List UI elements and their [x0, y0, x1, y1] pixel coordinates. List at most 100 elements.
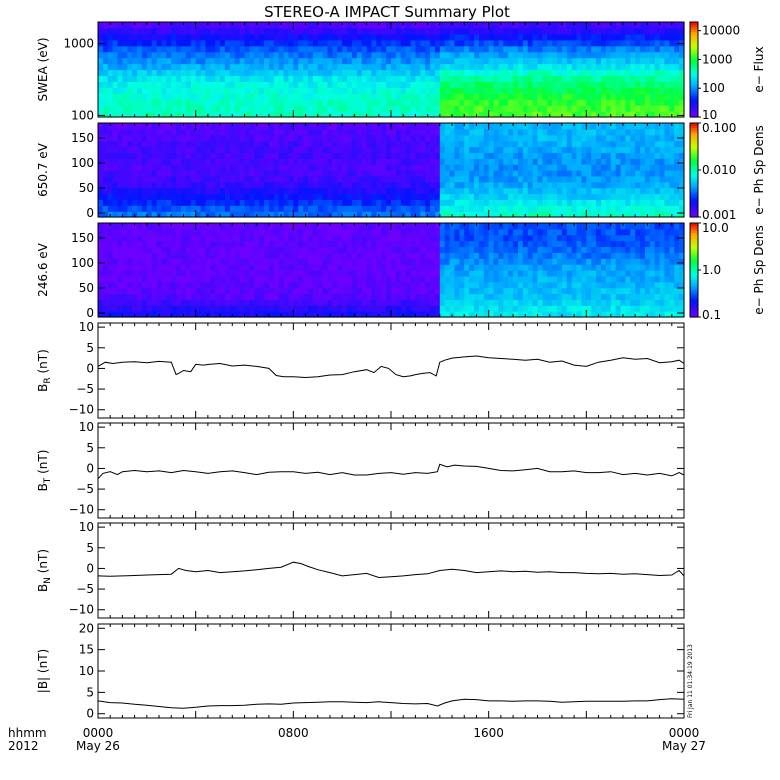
heatmap-cell	[229, 158, 236, 165]
heatmap-cell	[190, 87, 197, 94]
heatmap-cell	[327, 199, 333, 206]
heatmap-cell	[117, 264, 124, 271]
heatmap-cell	[239, 164, 246, 171]
heatmap-cell	[386, 63, 392, 71]
heatmap-cell	[244, 45, 250, 53]
colorbar-segment	[690, 198, 698, 202]
heatmap-cell	[649, 69, 656, 77]
heatmap-cell	[493, 205, 500, 212]
heatmap-cell	[376, 146, 382, 153]
heatmap-cell	[181, 264, 187, 271]
heatmap-cell	[596, 164, 602, 171]
heatmap-cell	[371, 146, 377, 153]
heatmap-cell	[454, 22, 460, 29]
heatmap-cell	[439, 199, 446, 206]
heatmap-cell	[137, 287, 143, 295]
heatmap-cell	[303, 51, 309, 59]
heatmap-cell	[122, 45, 128, 53]
heatmap-cell	[327, 99, 333, 106]
heatmap-cell	[430, 81, 436, 88]
heatmap-cell	[273, 140, 280, 148]
heatmap-cell	[434, 187, 441, 195]
heatmap-cell	[259, 287, 265, 295]
heatmap-cell	[132, 258, 138, 265]
heatmap-cell	[576, 164, 583, 171]
heatmap-cell	[625, 140, 631, 148]
heatmap-cell	[210, 123, 216, 130]
heatmap-cell	[386, 39, 392, 47]
heatmap-cell	[156, 45, 163, 53]
heatmap-cell	[171, 69, 177, 77]
heatmap-cell	[640, 152, 646, 159]
heatmap-cell	[205, 287, 211, 295]
heatmap-cell	[195, 246, 202, 253]
heatmap-cell	[229, 193, 236, 200]
heatmap-cell	[200, 22, 207, 29]
heatmap-cell	[356, 170, 363, 177]
heatmap-cell	[259, 205, 265, 212]
heatmap-cell	[215, 305, 221, 312]
heatmap-cell	[244, 39, 250, 47]
heatmap-cell	[552, 211, 558, 218]
heatmap-cell	[268, 270, 275, 277]
heatmap-cell	[224, 164, 231, 171]
heatmap-cell	[474, 134, 480, 142]
heatmap-cell	[332, 164, 338, 171]
heatmap-cell	[434, 51, 441, 59]
heatmap-cell	[566, 63, 573, 71]
heatmap-cell	[508, 81, 514, 88]
heatmap-cell	[640, 33, 646, 41]
heatmap-cell	[185, 87, 192, 94]
heatmap-cell	[215, 75, 221, 82]
heatmap-cell	[303, 99, 309, 106]
heatmap-cell	[532, 205, 539, 212]
heatmap-cell	[249, 311, 255, 318]
heatmap-cell	[98, 275, 104, 283]
heatmap-cell	[674, 45, 680, 53]
heatmap-cell	[327, 152, 333, 159]
heatmap-cell	[229, 258, 236, 265]
colorbar-tick-label: 0.001	[702, 208, 736, 222]
heatmap-cell	[176, 140, 182, 148]
heatmap-cell	[244, 170, 250, 177]
heatmap-cell	[239, 240, 246, 248]
heatmap-cell	[532, 128, 539, 136]
heatmap-cell	[351, 152, 358, 159]
heatmap-cell	[215, 193, 221, 200]
heatmap-cell	[239, 246, 246, 253]
heatmap-cell	[205, 270, 211, 277]
heatmap-cell	[185, 234, 192, 242]
heatmap-cell	[171, 187, 177, 195]
heatmap-cell	[347, 123, 353, 130]
heatmap-cell	[210, 193, 216, 200]
heatmap-cell	[503, 87, 509, 94]
heatmap-cell	[664, 39, 670, 47]
heatmap-cell	[410, 158, 417, 165]
heatmap-cell	[478, 205, 485, 212]
heatmap-cell	[102, 299, 109, 306]
heatmap-cell	[181, 128, 187, 136]
heatmap-pad246	[98, 223, 685, 318]
heatmap-cell	[381, 45, 387, 53]
heatmap-cell	[415, 39, 421, 47]
heatmap-cell	[161, 146, 167, 153]
heatmap-cell	[449, 152, 456, 159]
colorbar-segment	[690, 179, 698, 183]
heatmap-cell	[283, 223, 290, 230]
heatmap-cell	[395, 123, 402, 130]
heatmap-cell	[224, 63, 231, 71]
heatmap-cell	[195, 51, 202, 59]
heatmap-cell	[107, 287, 114, 295]
heatmap-cell	[542, 146, 548, 153]
heatmap-cell	[195, 87, 202, 94]
heatmap-cell	[522, 27, 529, 35]
heatmap-cell	[127, 234, 133, 242]
heatmap-cell	[249, 240, 255, 248]
heatmap-cell	[459, 69, 465, 77]
heatmap-cell	[181, 228, 187, 236]
heatmap-cell	[439, 181, 446, 189]
heatmap-cell	[434, 205, 441, 212]
heatmap-cell	[127, 240, 133, 248]
heatmap-cell	[439, 93, 446, 100]
heatmap-cell	[342, 69, 348, 77]
